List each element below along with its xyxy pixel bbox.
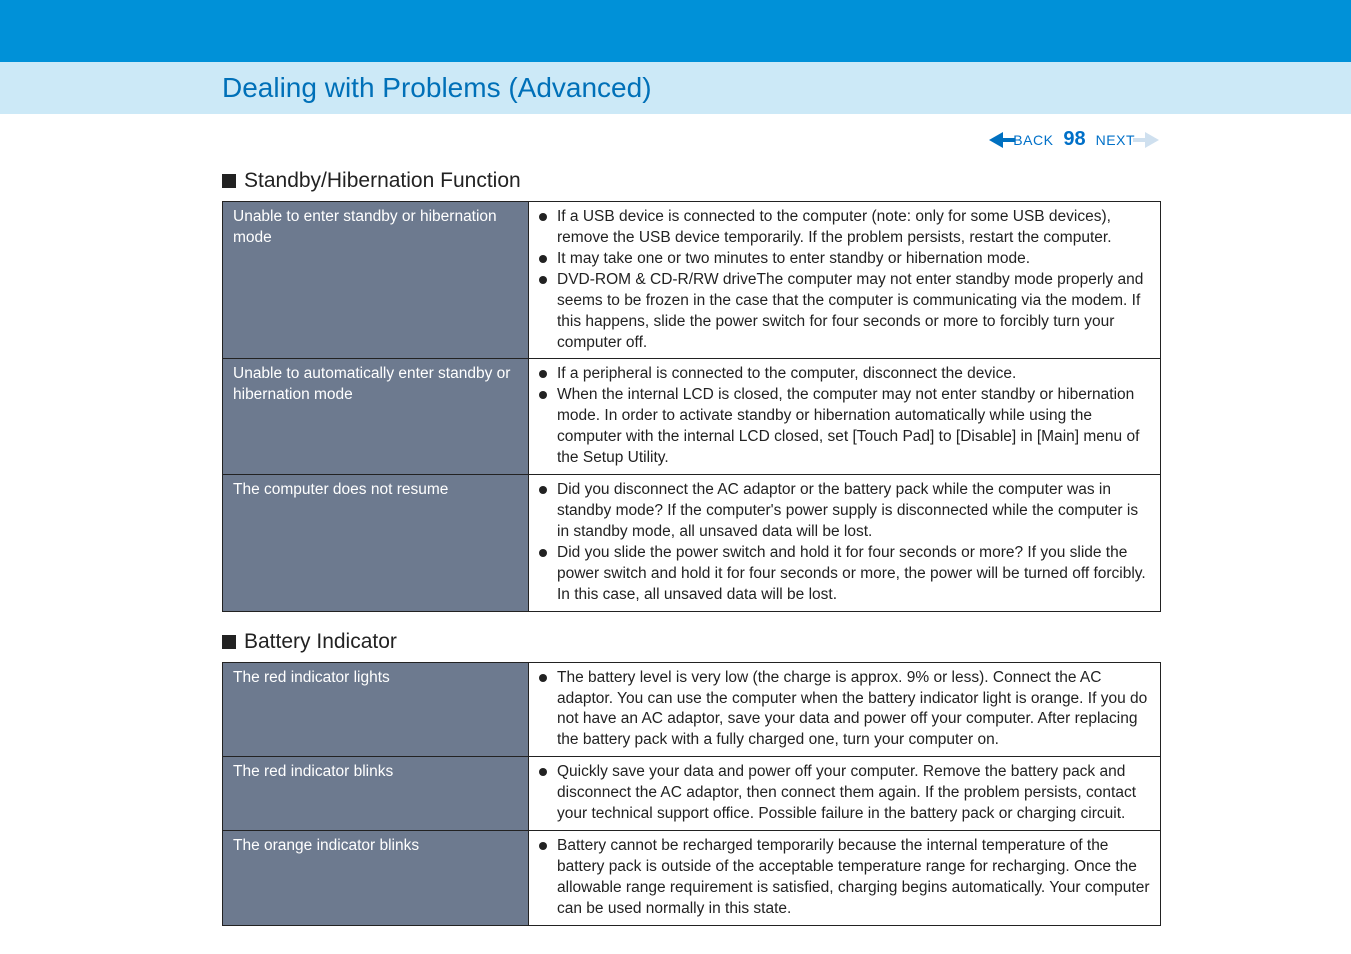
battery-table: The red indicator lights The battery lev… <box>222 662 1161 926</box>
list-item: When the internal LCD is closed, the com… <box>539 385 1152 469</box>
list-item: The battery level is very low (the charg… <box>539 668 1152 752</box>
list-item: Battery cannot be recharged temporarily … <box>539 836 1152 920</box>
section-heading-battery: Battery Indicator <box>222 630 1161 654</box>
row-content: If a peripheral is connected to the comp… <box>529 359 1161 475</box>
table-row: The red indicator blinks Quickly save yo… <box>223 757 1161 831</box>
bullet-list: If a peripheral is connected to the comp… <box>539 364 1152 469</box>
list-item: Did you slide the power switch and hold … <box>539 543 1152 606</box>
row-label: Unable to enter standby or hibernation m… <box>223 202 529 359</box>
row-label: The computer does not resume <box>223 475 529 612</box>
table-row: Unable to enter standby or hibernation m… <box>223 202 1161 359</box>
page-number: 98 <box>1063 128 1085 151</box>
list-item: It may take one or two minutes to enter … <box>539 249 1152 270</box>
row-label: The red indicator lights <box>223 662 529 757</box>
row-content: Quickly save your data and power off you… <box>529 757 1161 831</box>
back-button[interactable]: BACK <box>1013 132 1053 148</box>
section-heading-text: Standby/Hibernation Function <box>244 169 521 193</box>
section-heading-text: Battery Indicator <box>244 630 397 654</box>
list-item: If a USB device is connected to the comp… <box>539 207 1152 249</box>
bullet-list: If a USB device is connected to the comp… <box>539 207 1152 353</box>
list-item: DVD-ROM & CD-R/RW driveThe computer may … <box>539 270 1152 354</box>
bullet-list: Quickly save your data and power off you… <box>539 762 1152 825</box>
row-label: The orange indicator blinks <box>223 831 529 926</box>
table-row: The red indicator lights The battery lev… <box>223 662 1161 757</box>
standby-table: Unable to enter standby or hibernation m… <box>222 201 1161 612</box>
row-content: The battery level is very low (the charg… <box>529 662 1161 757</box>
row-label: Unable to automatically enter standby or… <box>223 359 529 475</box>
page-title: Dealing with Problems (Advanced) <box>222 72 652 104</box>
list-item: Quickly save your data and power off you… <box>539 762 1152 825</box>
bullet-list: Battery cannot be recharged temporarily … <box>539 836 1152 920</box>
content-area: BACK 98 NEXT Standby/Hibernation Functio… <box>0 114 1351 926</box>
table-row: The orange indicator blinks Battery cann… <box>223 831 1161 926</box>
row-content: Did you disconnect the AC adaptor or the… <box>529 475 1161 612</box>
top-banner <box>0 0 1351 62</box>
list-item: If a peripheral is connected to the comp… <box>539 364 1152 385</box>
title-strip: Dealing with Problems (Advanced) <box>0 62 1351 114</box>
nav-row: BACK 98 NEXT <box>222 128 1161 151</box>
row-content: Battery cannot be recharged temporarily … <box>529 831 1161 926</box>
next-button[interactable]: NEXT <box>1096 132 1135 148</box>
list-item: Did you disconnect the AC adaptor or the… <box>539 480 1152 543</box>
bullet-list: Did you disconnect the AC adaptor or the… <box>539 480 1152 606</box>
row-content: If a USB device is connected to the comp… <box>529 202 1161 359</box>
table-row: Unable to automatically enter standby or… <box>223 359 1161 475</box>
table-row: The computer does not resume Did you dis… <box>223 475 1161 612</box>
row-label: The red indicator blinks <box>223 757 529 831</box>
next-arrow-icon[interactable] <box>1145 132 1159 148</box>
back-arrow-icon[interactable] <box>989 132 1003 148</box>
section-heading-standby: Standby/Hibernation Function <box>222 169 1161 193</box>
bullet-list: The battery level is very low (the charg… <box>539 668 1152 752</box>
